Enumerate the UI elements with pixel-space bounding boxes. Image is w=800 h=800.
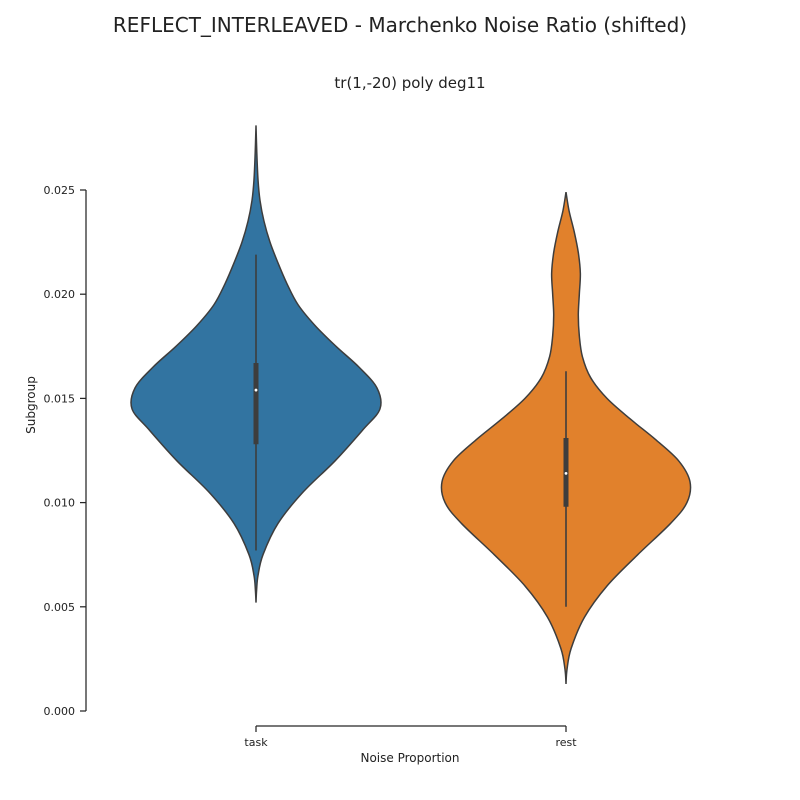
y-axis-ticks: 0.000 0.005 0.010 0.015 0.020 0.025	[44, 184, 86, 718]
median-point-task	[254, 388, 258, 392]
y-axis-label: Subgroup	[24, 376, 38, 434]
x-tick-label: rest	[555, 736, 577, 749]
median-point-rest	[564, 472, 568, 475]
chart-title: tr(1,-20) poly deg11	[334, 74, 485, 92]
x-axis-label: Noise Proportion	[360, 751, 459, 765]
y-tick-label: 0.010	[44, 497, 76, 510]
y-tick-label: 0.000	[44, 705, 76, 718]
y-tick-label: 0.020	[44, 288, 76, 301]
figure-suptitle: REFLECT_INTERLEAVED - Marchenko Noise Ra…	[113, 13, 687, 37]
x-axis-ticks: task rest	[244, 726, 577, 749]
y-tick-label: 0.025	[44, 184, 76, 197]
violins-layer	[130, 125, 692, 684]
y-tick-label: 0.015	[44, 392, 76, 405]
x-tick-label: task	[244, 736, 268, 749]
y-tick-label: 0.005	[44, 601, 76, 614]
